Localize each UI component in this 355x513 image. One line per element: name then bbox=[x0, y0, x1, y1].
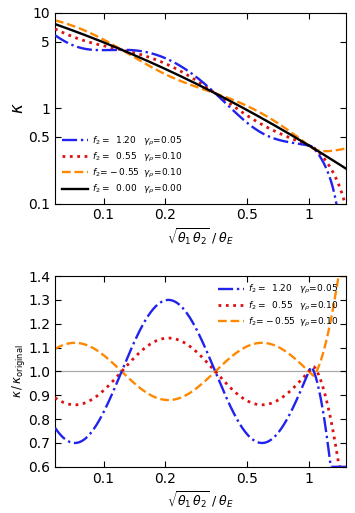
Legend: $f_2=\;$ 1.20 $\;\;\gamma_\rho\!=\!0.05$, $f_2=\;$ 0.55 $\;\;\gamma_\rho\!=\!0.1: $f_2=\;$ 1.20 $\;\;\gamma_\rho\!=\!0.05$… bbox=[60, 132, 185, 199]
X-axis label: $\sqrt{\theta_1\,\theta_2}\;/\;\theta_E$: $\sqrt{\theta_1\,\theta_2}\;/\;\theta_E$ bbox=[167, 227, 234, 248]
X-axis label: $\sqrt{\theta_1\,\theta_2}\;/\;\theta_E$: $\sqrt{\theta_1\,\theta_2}\;/\;\theta_E$ bbox=[167, 490, 234, 511]
Y-axis label: $\kappa\,/\,\kappa_\mathrm{original}$: $\kappa\,/\,\kappa_\mathrm{original}$ bbox=[10, 345, 27, 398]
Legend: $f_2=\;$ 1.20 $\;\;\gamma_\rho\!=\!0.05$, $f_2=\;$ 0.55 $\;\;\gamma_\rho\!=\!0.1: $f_2=\;$ 1.20 $\;\;\gamma_\rho\!=\!0.05$… bbox=[216, 281, 342, 331]
Y-axis label: $\kappa$: $\kappa$ bbox=[9, 103, 27, 114]
